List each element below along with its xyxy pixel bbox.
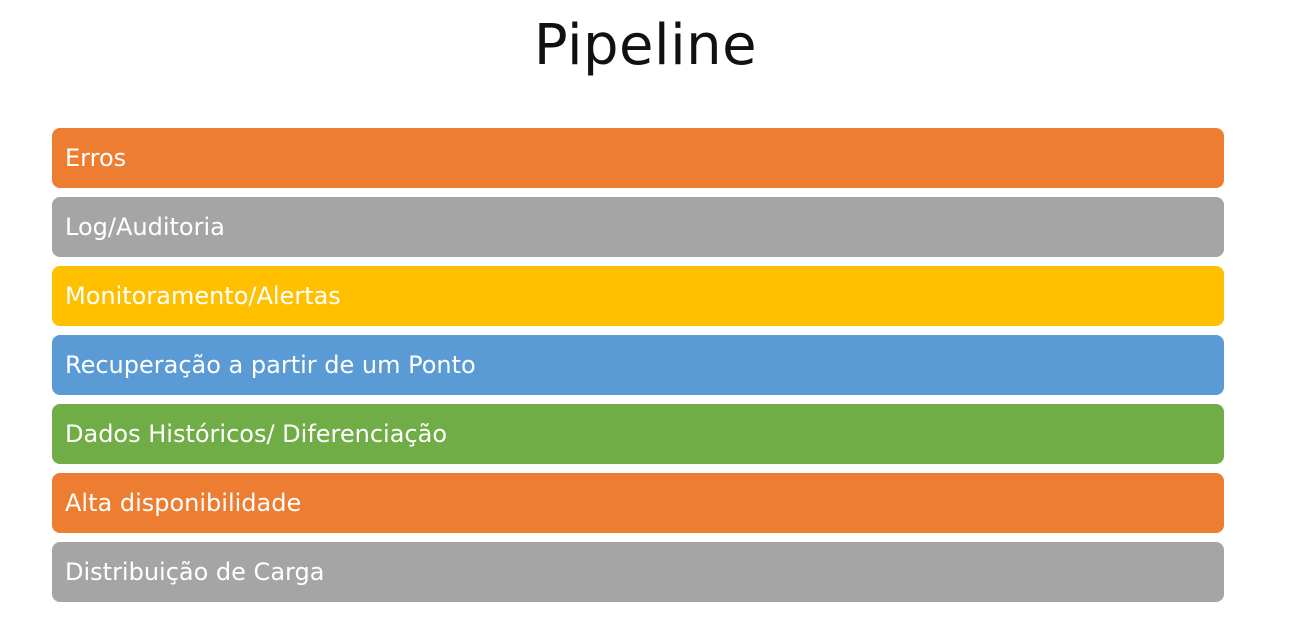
list-item-label: Monitoramento/Alertas xyxy=(65,282,341,310)
list-item-alta-disponibilidade: Alta disponibilidade xyxy=(52,473,1224,533)
list-item-monitoramento-alertas: Monitoramento/Alertas xyxy=(52,266,1224,326)
pipeline-list: Erros Log/Auditoria Monitoramento/Alerta… xyxy=(52,128,1224,602)
list-item-distribuicao-carga: Distribuição de Carga xyxy=(52,542,1224,602)
page-title: Pipeline xyxy=(533,13,758,78)
list-item-label: Recuperação a partir de um Ponto xyxy=(65,351,476,379)
list-item-log-auditoria: Log/Auditoria xyxy=(52,197,1224,257)
list-item-label: Distribuição de Carga xyxy=(65,558,325,586)
list-item-erros: Erros xyxy=(52,128,1224,188)
list-item-dados-historicos: Dados Históricos/ Diferenciação xyxy=(52,404,1224,464)
list-item-label: Erros xyxy=(65,144,127,172)
list-item-label: Log/Auditoria xyxy=(65,213,225,241)
list-item-recuperacao: Recuperação a partir de um Ponto xyxy=(52,335,1224,395)
list-item-label: Dados Históricos/ Diferenciação xyxy=(65,420,448,448)
list-item-label: Alta disponibilidade xyxy=(65,489,302,517)
